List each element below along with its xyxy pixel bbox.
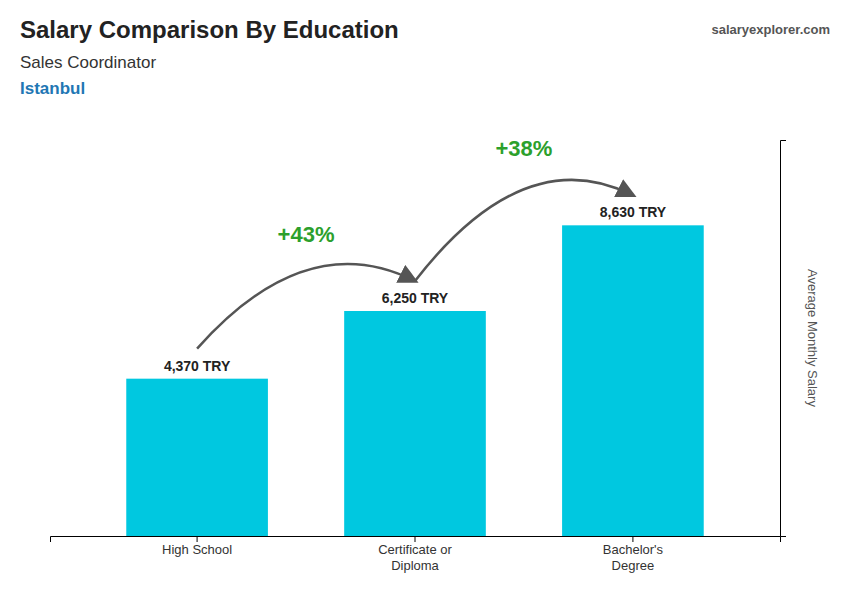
annotation: +38% [496, 136, 553, 161]
data-label: 8,630 TRY [600, 204, 667, 220]
x-tick-label: High School [162, 542, 232, 557]
bar [562, 225, 704, 536]
x-tick-label: Bachelor'sDegree [603, 542, 664, 573]
x-tick: High School [162, 536, 232, 557]
source: salaryexplorer.com [711, 22, 830, 37]
annotation-arrow [197, 264, 415, 349]
annotations: +43% +38% [197, 136, 633, 349]
y-axis [781, 141, 787, 537]
y-axis-title: Average Monthly Salary [805, 269, 820, 407]
bars [126, 225, 703, 536]
location: Istanbul [20, 79, 85, 98]
x-axis-line [51, 537, 781, 543]
data-labels: 4,370 TRY 6,250 TRY 8,630 TRY [164, 204, 667, 373]
annotation: +43% [278, 222, 335, 247]
y-axis-line [781, 141, 787, 537]
x-tick-label: Certificate orDiploma [378, 542, 452, 573]
x-tick-mark [197, 536, 198, 542]
plot: High School Certificate orDiploma Bachelor… [51, 136, 787, 573]
x-axis: High School Certificate orDiploma Bachelor… [51, 536, 781, 573]
data-label: 4,370 TRY [164, 358, 231, 374]
data-label: 6,250 TRY [382, 290, 449, 306]
annotation-arrow [415, 180, 633, 281]
title: Salary Comparison By Education [20, 16, 399, 43]
x-tick-mark [632, 536, 633, 542]
x-tick-mark [415, 536, 416, 542]
chart: Salary Comparison By Education Sales Coor… [0, 0, 850, 606]
x-tick: Certificate orDiploma [378, 536, 452, 573]
bar [344, 311, 486, 536]
subtitle: Sales Coordinator [20, 53, 156, 72]
bar [126, 379, 268, 536]
x-tick: Bachelor'sDegree [603, 536, 664, 573]
